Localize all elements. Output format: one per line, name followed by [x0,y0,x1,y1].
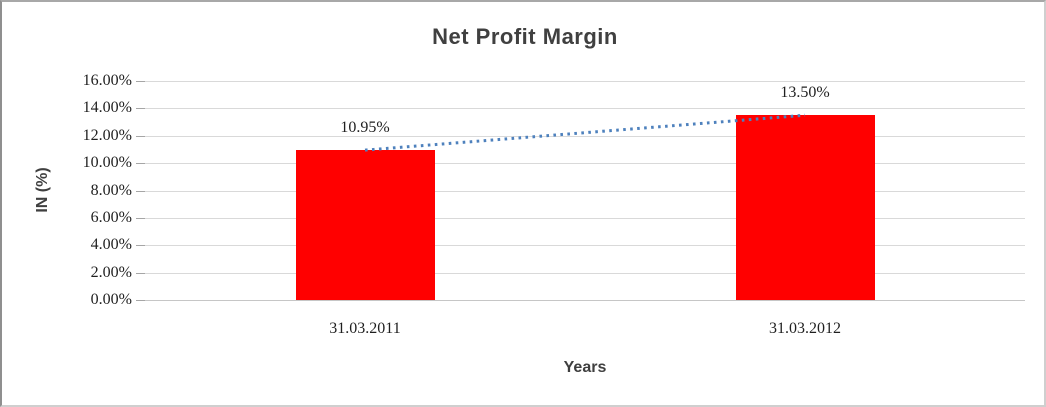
y-axis-tick-label: 16.00% [82,72,132,89]
bar [736,115,875,300]
bar-data-label: 10.95% [340,119,390,136]
y-axis-tick-label: 6.00% [90,209,132,226]
x-axis-category-label: 31.03.2012 [769,320,841,337]
y-axis-tick-label: 0.00% [90,291,132,308]
y-axis-tick-label: 2.00% [90,264,132,281]
x-axis-title: Years [563,359,607,376]
gridline [145,191,1025,192]
gridline [145,300,1025,301]
y-axis-tick-mark [136,218,145,219]
gridline [145,163,1025,164]
gridline [145,136,1025,137]
y-axis-tick-mark [136,191,145,192]
gridline [145,108,1025,109]
y-axis-tick-mark [136,163,145,164]
gridline [145,218,1025,219]
y-axis-tick-label: 4.00% [90,236,132,253]
chart-title: Net Profit Margin [432,24,618,49]
y-axis-tick-label: 14.00% [82,99,132,116]
y-axis-tick-mark [136,136,145,137]
gridline [145,81,1025,82]
y-axis-tick-mark [136,245,145,246]
x-axis-category-label: 31.03.2011 [329,320,401,337]
y-axis-tick-mark [136,273,145,274]
y-axis-title: IN (%) [34,167,51,213]
y-axis-tick-mark [136,81,145,82]
y-axis-tick-label: 10.00% [82,154,132,171]
y-axis-tick-label: 8.00% [90,182,132,199]
y-axis-tick-mark [136,300,145,301]
gridline [145,273,1025,274]
bar [296,150,435,300]
bar-data-label: 13.50% [780,84,830,101]
gridline [145,245,1025,246]
plot-area: 16.00% 14.00% 12.00% 10.00% 8.00% 6.00% 4.00% 2… [83,72,1025,337]
y-axis-tick-mark [136,108,145,109]
y-axis-tick-label: 12.00% [82,127,132,144]
